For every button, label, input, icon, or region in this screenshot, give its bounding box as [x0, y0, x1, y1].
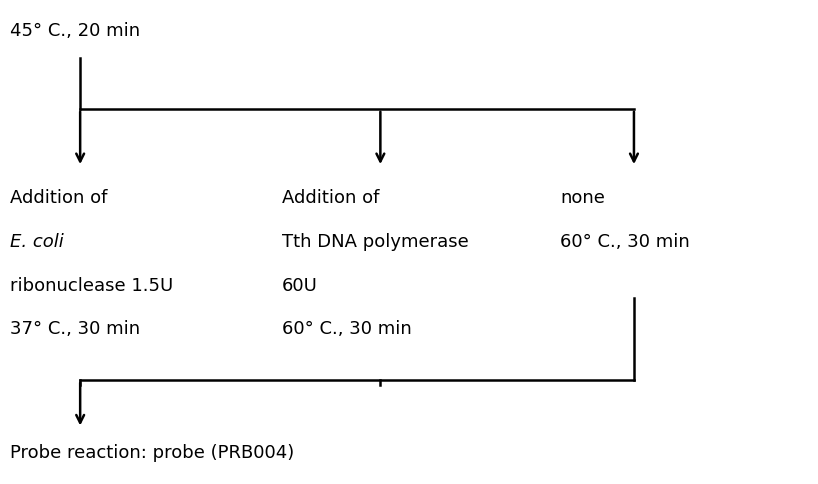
Text: Tth DNA polymerase: Tth DNA polymerase	[282, 233, 469, 251]
Text: none: none	[560, 189, 605, 208]
Text: Addition of: Addition of	[282, 189, 380, 208]
Text: 60° C., 30 min: 60° C., 30 min	[282, 320, 412, 338]
Text: ribonuclease 1.5U: ribonuclease 1.5U	[10, 276, 173, 295]
Text: E. coli: E. coli	[10, 233, 64, 251]
Text: 60U: 60U	[282, 276, 318, 295]
Text: Probe reaction: probe (PRB004): Probe reaction: probe (PRB004)	[10, 443, 294, 462]
Text: 45° C., 20 min: 45° C., 20 min	[10, 22, 140, 41]
Text: Addition of: Addition of	[10, 189, 107, 208]
Text: 37° C., 30 min: 37° C., 30 min	[10, 320, 140, 338]
Text: 60° C., 30 min: 60° C., 30 min	[560, 233, 690, 251]
